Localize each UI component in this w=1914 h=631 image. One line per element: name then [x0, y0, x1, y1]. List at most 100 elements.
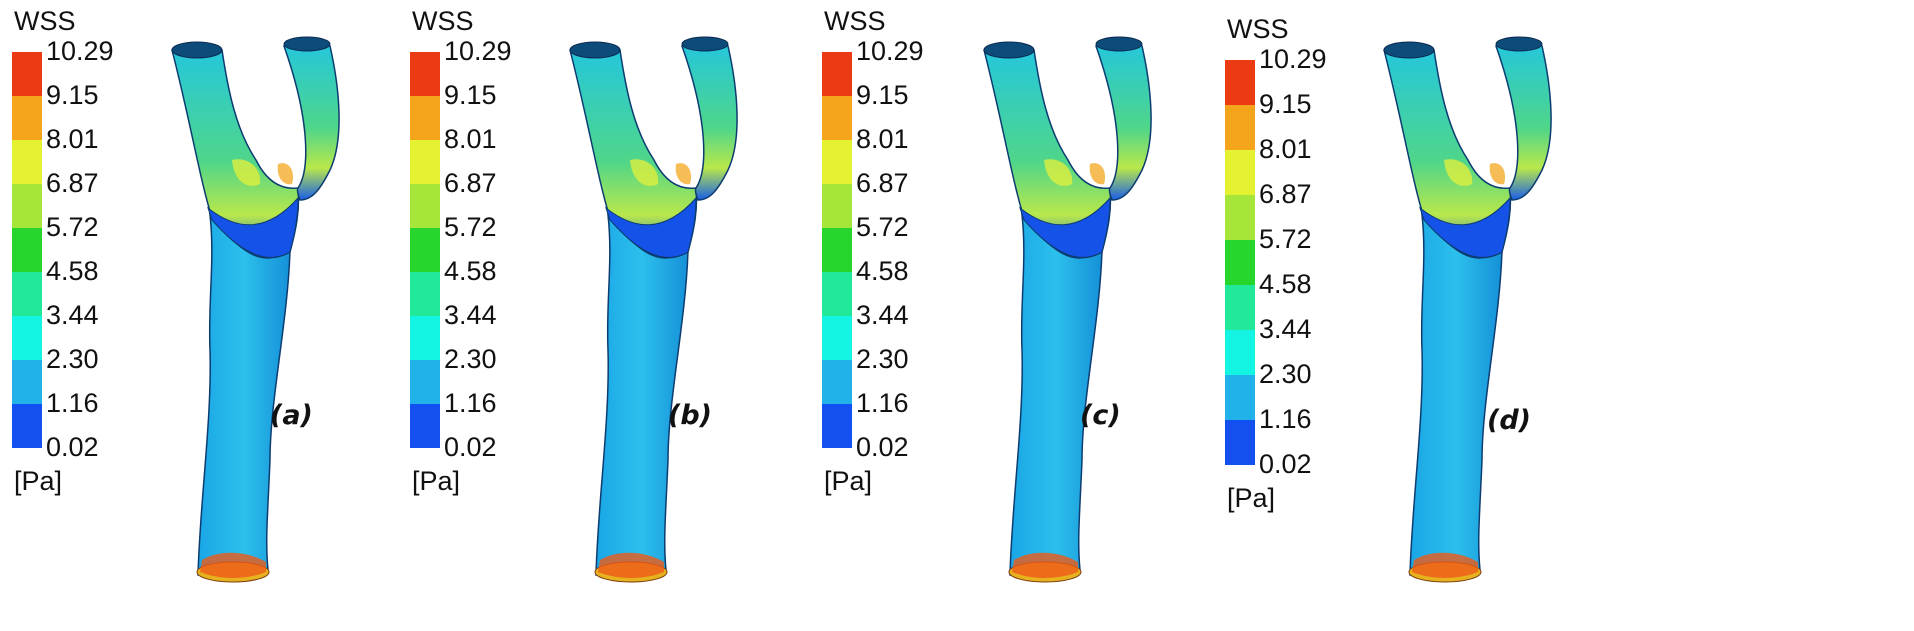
- vessel-bifurcation-band: [1018, 196, 1111, 258]
- legend-tick-label: 1.16: [856, 388, 909, 418]
- vessel-wss-patch: [1489, 163, 1506, 185]
- vessel-outlet-left: [1383, 41, 1435, 59]
- color-bar-segment: [12, 316, 42, 360]
- legend-tick-label: 4.58: [444, 256, 497, 286]
- vessel-wss-patch: [1444, 159, 1473, 186]
- color-bar-segment: [12, 184, 42, 228]
- legend-tick-label: 10.29: [856, 36, 924, 66]
- color-bar-segment: [822, 360, 852, 404]
- color-bar-segment: [410, 52, 440, 96]
- color-bar-segment: [822, 96, 852, 140]
- legend-tick-label: 2.30: [856, 344, 909, 374]
- legend-tick-label: 2.30: [444, 344, 497, 374]
- vessel-outlet-right: [1095, 36, 1143, 52]
- color-bar-segment: [822, 404, 852, 448]
- legend-title: WSS: [1227, 14, 1289, 44]
- color-bar-segment: [12, 272, 42, 316]
- vessel-trunk: [197, 212, 291, 576]
- color-bar-segment: [410, 360, 440, 404]
- legend-tick-label: 8.01: [1259, 134, 1312, 164]
- color-bar-segment: [410, 404, 440, 448]
- color-bar-segment: [1225, 195, 1255, 240]
- legend-tick-label: 6.87: [46, 168, 99, 198]
- legend-tick-label: 1.16: [46, 388, 99, 418]
- legend-tick-label: 3.44: [46, 300, 99, 330]
- bifurcated-vessel-illustration: [983, 36, 1152, 583]
- legend-unit: [Pa]: [14, 466, 63, 496]
- vessel-outlet-right: [283, 36, 331, 52]
- color-bar: [410, 52, 440, 448]
- legend-tick-label: 6.87: [444, 168, 497, 198]
- legend-tick-label: 2.30: [1259, 359, 1312, 389]
- vessel-bifurcation-band: [206, 196, 299, 258]
- legend-tick-label: 0.02: [444, 432, 497, 462]
- vessel-trunk: [1009, 212, 1103, 576]
- panel-label: (a): [270, 400, 313, 431]
- color-bar-segment: [410, 316, 440, 360]
- vessel-inlet-hotspot: [1412, 552, 1478, 578]
- legend-tick-label: 3.44: [444, 300, 497, 330]
- legend-title: WSS: [14, 6, 76, 36]
- color-bar-segment: [1225, 240, 1255, 285]
- vessel-inlet-hotspot: [598, 552, 664, 578]
- color-bar-segment: [410, 272, 440, 316]
- vessel-outlet-left: [983, 41, 1035, 59]
- bifurcated-vessel-illustration: [1383, 36, 1552, 583]
- legend-tick-label: 9.15: [856, 80, 909, 110]
- vessel-right-branch: [283, 39, 340, 201]
- color-bar-segment: [410, 184, 440, 228]
- color-bar-segment: [12, 228, 42, 272]
- vessel-wss-patch: [232, 159, 261, 186]
- legend-unit: [Pa]: [412, 466, 461, 496]
- vessel-outlet-left: [171, 41, 223, 59]
- color-bar-segment: [410, 228, 440, 272]
- color-bar-segment: [12, 360, 42, 404]
- color-bar-segment: [822, 184, 852, 228]
- vessel-bifurcation-band: [1418, 196, 1511, 258]
- legend-tick-label: 8.01: [444, 124, 497, 154]
- vessel-left-branch: [171, 43, 300, 259]
- legend-tick-label: 4.58: [856, 256, 909, 286]
- legend-tick-label: 2.30: [46, 344, 99, 374]
- color-bar: [822, 52, 852, 448]
- color-bar-segment: [822, 316, 852, 360]
- legend-tick-label: 10.29: [46, 36, 114, 66]
- color-bar-segment: [822, 272, 852, 316]
- legend-tick-label: 0.02: [46, 432, 99, 462]
- legend-tick-label: 1.16: [444, 388, 497, 418]
- color-bar-segment: [12, 96, 42, 140]
- vessel-inlet-hotspot: [1012, 552, 1078, 578]
- color-bar-segment: [822, 228, 852, 272]
- vessel-wss-patch: [1044, 159, 1073, 186]
- color-bar-segment: [12, 404, 42, 448]
- vessel-bifurcation-band: [604, 196, 697, 258]
- legend-tick-label: 10.29: [444, 36, 512, 66]
- vessel-outlet-right: [1495, 36, 1543, 52]
- bifurcated-vessel-illustration: [569, 36, 738, 583]
- vessel-right-branch: [1095, 39, 1152, 201]
- vessel-left-branch: [1383, 43, 1512, 259]
- legend-tick-label: 5.72: [444, 212, 497, 242]
- legend-tick-label: 5.72: [1259, 224, 1312, 254]
- color-bar-segment: [822, 140, 852, 184]
- color-bar-segment: [1225, 150, 1255, 195]
- legend-tick-label: 3.44: [856, 300, 909, 330]
- legend-tick-label: 4.58: [1259, 269, 1312, 299]
- vessel-outlet-left: [569, 41, 621, 59]
- color-bar-segment: [1225, 375, 1255, 420]
- color-bar-segment: [822, 52, 852, 96]
- legend-tick-label: 8.01: [856, 124, 909, 154]
- vessel-wss-patch: [1089, 163, 1106, 185]
- legend-tick-label: 3.44: [1259, 314, 1312, 344]
- vessel-left-branch: [983, 43, 1112, 259]
- color-bar-segment: [12, 52, 42, 96]
- legend-tick-label: 9.15: [46, 80, 99, 110]
- panel-label: (c): [1080, 400, 1121, 431]
- color-bar-segment: [410, 96, 440, 140]
- legend-tick-label: 1.16: [1259, 404, 1312, 434]
- legend-tick-label: 5.72: [856, 212, 909, 242]
- color-bar-segment: [1225, 105, 1255, 150]
- legend-tick-label: 4.58: [46, 256, 99, 286]
- color-bar-segment: [1225, 420, 1255, 465]
- legend-title: WSS: [412, 6, 474, 36]
